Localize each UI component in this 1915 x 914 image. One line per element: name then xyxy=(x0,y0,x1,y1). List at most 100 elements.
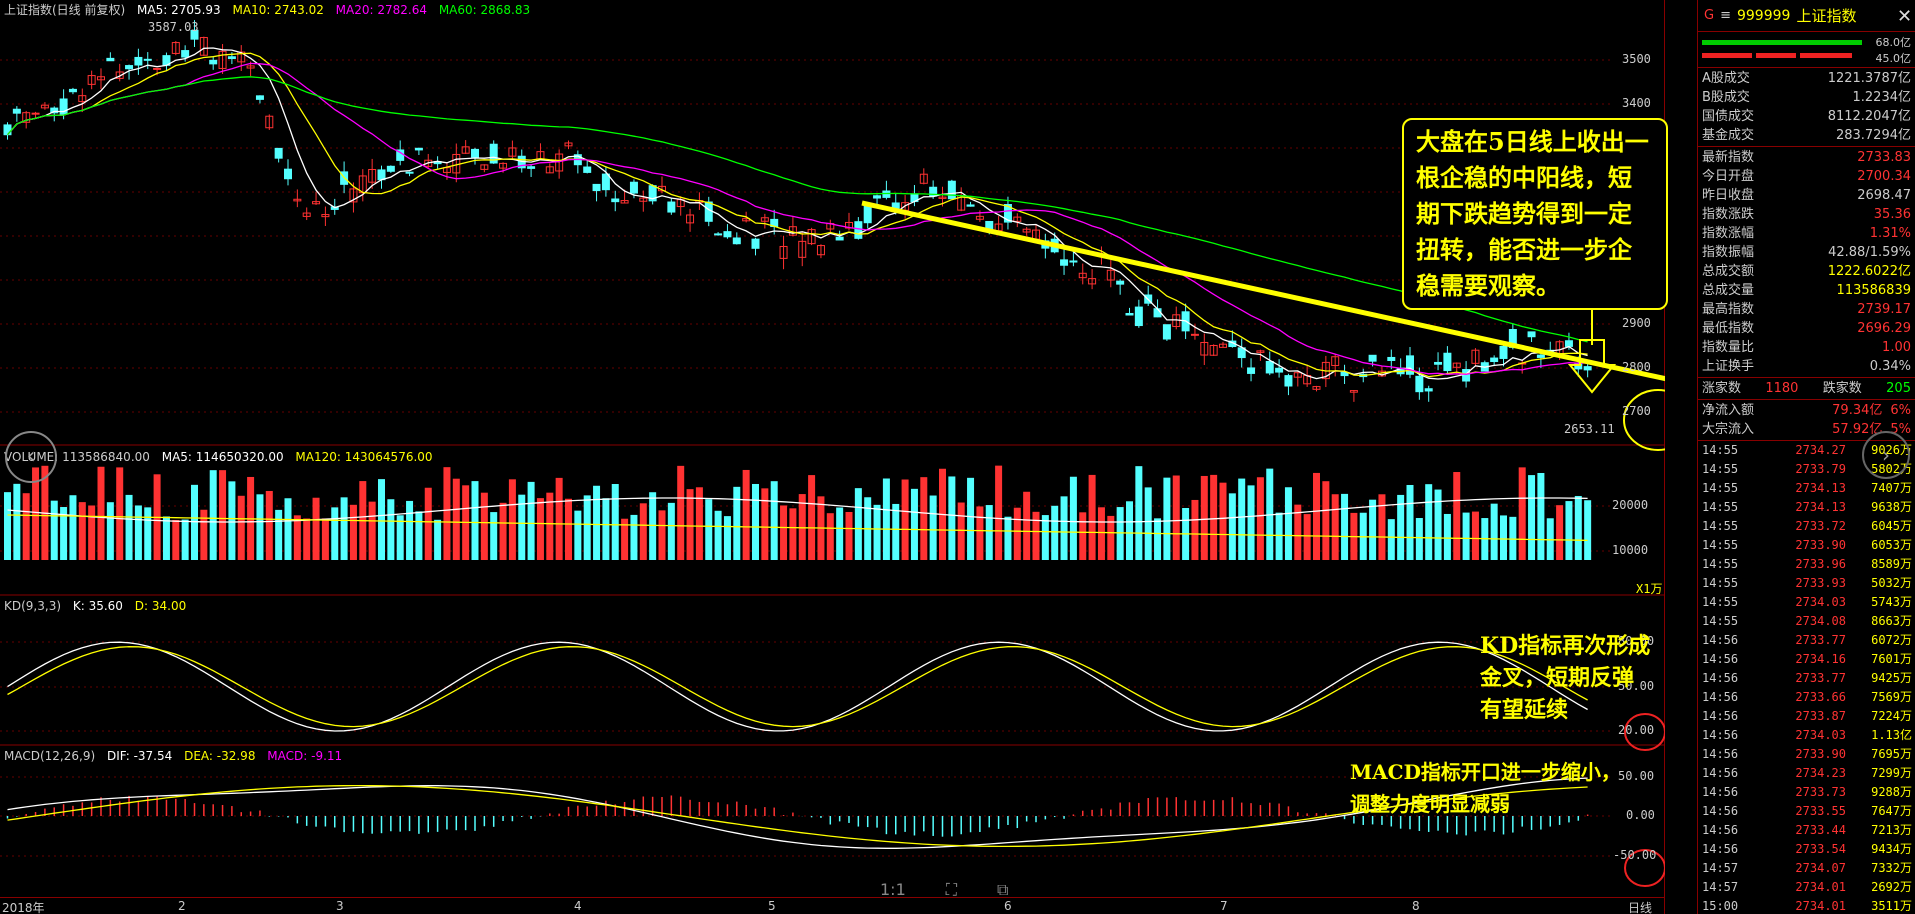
tick-price: 2734.01 xyxy=(1795,880,1846,894)
candle-body xyxy=(50,107,59,114)
nav-right-button[interactable]: › xyxy=(1862,431,1910,479)
volume-bar xyxy=(985,505,993,560)
volume-bar xyxy=(1490,503,1498,560)
volume-bar xyxy=(1453,472,1461,560)
volume-bar xyxy=(1415,518,1423,560)
candle-body xyxy=(1125,312,1134,316)
main-annotation-box: 大盘在5日线上收出一 根企稳的中阳线，短 期下跌趋势得到一定 扭转，能否进一步企… xyxy=(1402,118,1668,310)
candle-body xyxy=(816,245,825,256)
volume-bar xyxy=(1228,493,1236,560)
ma10-label: MA10: 2743.02 xyxy=(232,3,324,17)
volume-bar xyxy=(1088,474,1096,560)
highlight-circle-macd xyxy=(1624,849,1665,887)
candle-body xyxy=(760,217,769,222)
candle-body xyxy=(255,95,264,100)
candle-body xyxy=(1415,375,1424,393)
volume-bar xyxy=(752,483,759,560)
volume-bar xyxy=(1032,511,1040,560)
ma5-line xyxy=(7,47,1588,380)
tick-time: 14:55 xyxy=(1702,519,1739,533)
stat-row: 昨日收盘 2698.47 xyxy=(1698,186,1915,205)
macd-value-label: MACD: -9.11 xyxy=(267,749,343,763)
candle-body xyxy=(480,164,489,170)
chart-area[interactable]: 上证指数(日线 前复权) MA5: 2705.93 MA10: 2743.02 … xyxy=(0,0,1668,914)
candle-body xyxy=(386,165,395,172)
volume-bar xyxy=(1565,501,1573,560)
tick-volume: 7213万 xyxy=(1871,823,1912,837)
volume-bar xyxy=(406,500,414,560)
candle-body xyxy=(1424,388,1433,392)
main-pane-header: 上证指数(日线 前复权) MA5: 2705.93 MA10: 2743.02 … xyxy=(4,2,538,18)
volume-bar xyxy=(1425,484,1433,560)
stat-row: 总成交额 1222.6022亿 xyxy=(1698,262,1915,281)
candle-body xyxy=(349,188,358,203)
tick-row: 14:56 2733.66 7569万 xyxy=(1698,688,1915,707)
tick-time: 14:55 xyxy=(1702,576,1739,590)
tick-price: 2733.96 xyxy=(1795,557,1846,571)
close-icon[interactable]: ✕ xyxy=(1897,6,1913,27)
tick-row: 15:00 2734.01 3511万 xyxy=(1698,897,1915,914)
tick-row: 14:56 2734.03 1.13亿 xyxy=(1698,726,1915,745)
volume-bar xyxy=(1013,507,1021,560)
volume-bar xyxy=(349,504,357,560)
main-title: 上证指数(日线 前复权) xyxy=(4,3,126,17)
candle-body xyxy=(368,168,377,183)
fullscreen-icon[interactable]: ⛶ xyxy=(945,880,957,899)
volume-bar xyxy=(452,478,460,560)
kd-tick: 80.00 xyxy=(1618,634,1655,648)
callout-arrow xyxy=(1567,339,1617,394)
stat-row: 指数振幅 42.88/1.59% xyxy=(1698,243,1915,262)
tick-time: 14:55 xyxy=(1702,500,1739,514)
candle-body xyxy=(583,166,592,173)
volume-bar xyxy=(293,515,301,560)
volume-bar xyxy=(1144,487,1152,560)
candle-body xyxy=(1256,350,1265,353)
tick-row: 14:55 2733.93 5032万 xyxy=(1698,574,1915,593)
ma60-line xyxy=(7,76,1588,343)
volume-bar xyxy=(780,505,788,560)
tick-volume: 2692万 xyxy=(1871,880,1912,894)
tick-volume: 7647万 xyxy=(1871,804,1912,818)
candle-body xyxy=(31,112,40,115)
candle-body xyxy=(40,104,49,109)
volume-bar xyxy=(60,507,68,560)
export-icon[interactable]: ⧉ xyxy=(996,880,1009,899)
tick-time: 14:55 xyxy=(1702,614,1739,628)
candle-body xyxy=(1490,357,1499,363)
price-tick: 3500 xyxy=(1622,52,1651,66)
volume-bar xyxy=(443,467,451,560)
volume-bar xyxy=(1556,505,1564,560)
period-label[interactable]: 日线 xyxy=(1628,901,1653,914)
candle-body xyxy=(1219,343,1227,348)
macd-pane-header: MACD(12,26,9) DIF: -37.54 DEA: -32.98 MA… xyxy=(4,748,350,764)
candle-body xyxy=(714,233,723,236)
volume-bar xyxy=(882,478,890,560)
volume-bar xyxy=(630,514,638,560)
candle-body xyxy=(686,214,695,224)
price-tick: 3400 xyxy=(1622,96,1651,110)
candle-body xyxy=(732,237,741,245)
candle-body xyxy=(1499,345,1508,359)
tick-row: 14:56 2733.73 9288万 xyxy=(1698,783,1915,802)
tick-time: 14:56 xyxy=(1702,823,1739,837)
volume-bar xyxy=(1303,514,1311,560)
candle-body xyxy=(78,95,87,103)
menu-icon[interactable]: ≡ xyxy=(1720,8,1731,23)
annotation-line: MACD指标开口进一步缩小， xyxy=(1350,760,1621,784)
candle-body xyxy=(68,88,77,93)
volume-bar xyxy=(1256,477,1264,560)
macd-label: MACD(12,26,9) xyxy=(4,749,96,763)
nav-left-button[interactable]: ‹ xyxy=(5,431,57,483)
tick-price: 2733.90 xyxy=(1795,538,1846,552)
candle-body xyxy=(1564,340,1573,347)
ratio-button[interactable]: 1:1 xyxy=(880,880,906,899)
volume-bar xyxy=(303,518,311,560)
volume-bar xyxy=(1537,472,1545,560)
chart-canvas[interactable] xyxy=(0,0,1665,914)
tick-list[interactable]: 14:55 2734.27 9026万 14:55 2733.79 5802万 14:55 2… xyxy=(1698,441,1915,914)
volume-bar xyxy=(490,512,498,560)
volume-bar xyxy=(13,483,21,560)
annotation-line: 有望延续 xyxy=(1480,697,1569,723)
candle-body xyxy=(1134,306,1143,327)
volume-ma120-line xyxy=(7,514,1588,542)
